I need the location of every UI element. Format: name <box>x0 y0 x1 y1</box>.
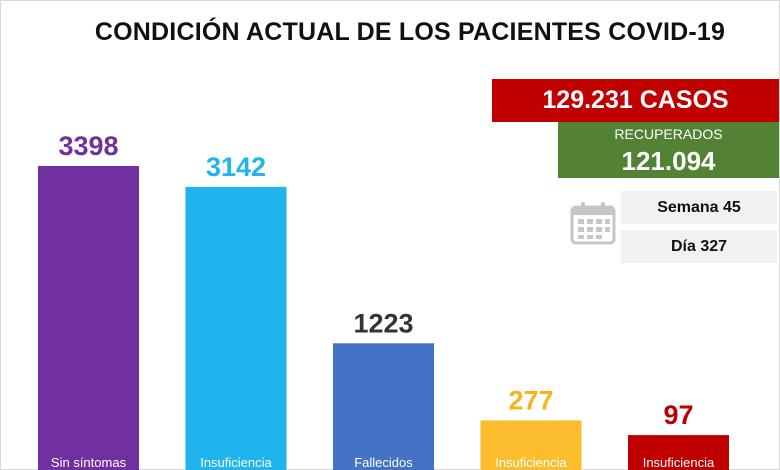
calendar-icon <box>570 202 616 245</box>
bar <box>38 166 139 470</box>
week-indicator: Semana 45 <box>621 191 777 224</box>
category-label: Insuficiencia <box>643 455 715 470</box>
recovered-label: RECUPERADOS <box>614 126 723 142</box>
bar-value-label: 3142 <box>206 152 266 182</box>
recovered-value: 121.094 <box>621 146 716 176</box>
bar-value-label: 277 <box>508 385 553 415</box>
recovered-badge: RECUPERADOS 121.094 <box>558 122 779 178</box>
bar <box>628 435 729 470</box>
category-label: Fallecidos <box>354 455 413 470</box>
category-label: Insuficiencia <box>495 455 567 470</box>
bar-value-label: 97 <box>663 400 693 430</box>
category-label: Insuficiencia <box>200 455 272 470</box>
bar <box>480 420 582 470</box>
chart-title: CONDICIÓN ACTUAL DE LOS PACIENTES COVID-… <box>94 18 726 46</box>
bar-value-label: 1223 <box>353 308 413 338</box>
bar-value-label: 3398 <box>58 131 118 161</box>
day-indicator: Día 327 <box>621 230 777 263</box>
bar <box>333 343 434 470</box>
total-cases-badge: 129.231 CASOS <box>492 79 779 122</box>
bar <box>185 186 287 470</box>
category-label: Sin síntomas <box>51 455 127 470</box>
